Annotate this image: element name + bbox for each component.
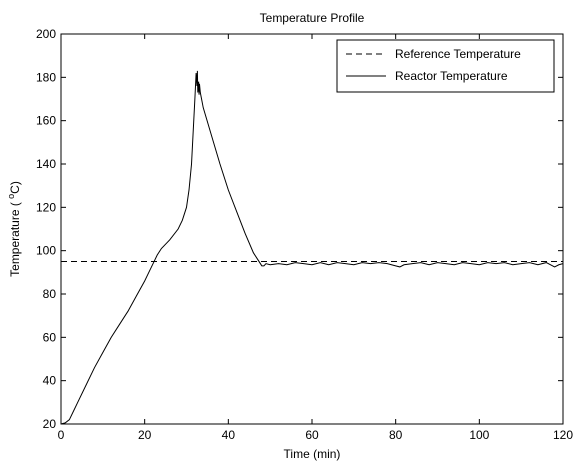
x-tick-label: 60 [305,428,319,442]
y-tick-label: 80 [43,287,57,301]
y-axis-label-prefix: Temperature ( [8,199,22,277]
y-tick-label: 200 [36,27,56,41]
y-tick-label: 40 [43,374,57,388]
y-tick-label: 180 [36,70,56,84]
legend-label-reactor: Reactor Temperature [395,69,508,83]
y-tick-label: 20 [43,417,57,431]
x-tick-label: 0 [58,428,65,442]
x-axis-label: Time (min) [284,447,341,461]
x-tick-label: 100 [469,428,489,442]
y-tick-label: 60 [43,330,57,344]
x-tick-label: 80 [389,428,403,442]
x-tick-label: 120 [553,428,573,442]
y-tick-label: 140 [36,157,56,171]
y-tick-label: 100 [36,244,56,258]
y-tick-label: 160 [36,114,56,128]
y-axis-label: Temperature ( oC) [6,181,22,277]
legend-label-reference: Reference Temperature [395,47,521,61]
x-tick-label: 40 [222,428,236,442]
y-tick-label: 120 [36,200,56,214]
legend: Reference Temperature Reactor Temperatur… [337,40,554,92]
chart-title: Temperature Profile [260,11,365,25]
y-axis-label-suffix: C) [8,181,22,194]
x-tick-label: 20 [138,428,152,442]
